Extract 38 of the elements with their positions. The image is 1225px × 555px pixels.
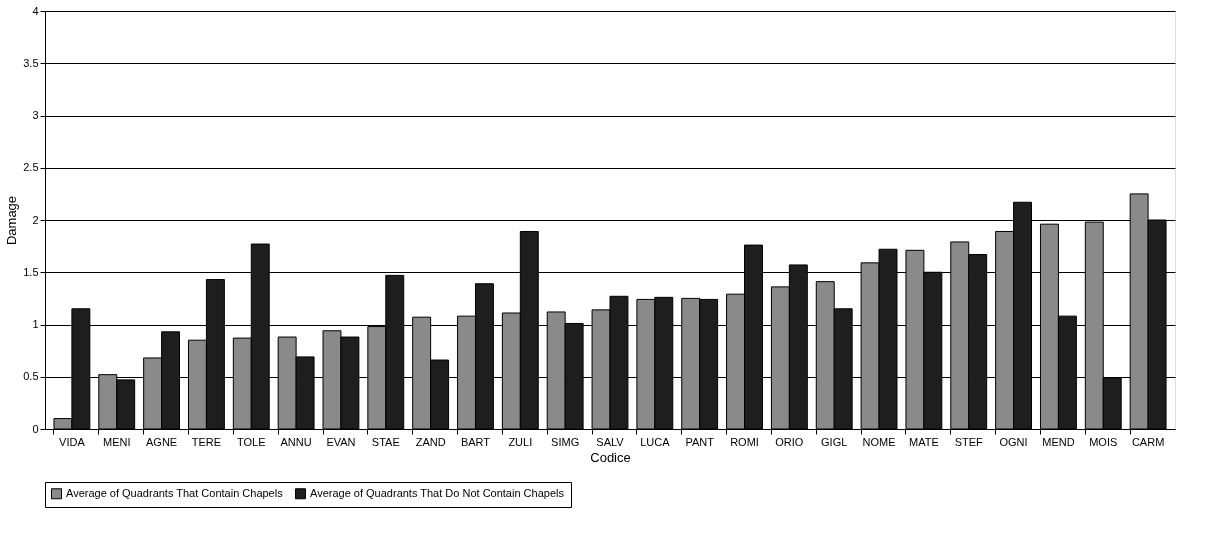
- x-tick-label: OGNI: [999, 435, 1028, 448]
- x-tick-label: ORIO: [775, 435, 804, 448]
- x-tick-label: ZAND: [415, 435, 446, 448]
- legend-label: Average of Quadrants That Contain Chapels: [66, 486, 284, 499]
- x-tick-label: SIMG: [551, 435, 580, 448]
- x-tick-label: MATE: [909, 435, 939, 448]
- x-tick-label: MENI: [103, 435, 131, 448]
- x-tick-label: SALV: [596, 435, 625, 448]
- y-tick-label: 2.5: [23, 161, 39, 174]
- x-tick-label: VIDA: [59, 435, 86, 448]
- x-tick-label: PANT: [685, 435, 715, 448]
- y-tick-label: 2: [32, 213, 39, 226]
- y-tick-label: 3.5: [23, 56, 39, 69]
- x-tick-label: ZULI: [508, 435, 533, 448]
- x-tick-label: LUCA: [640, 435, 671, 448]
- y-tick-label: 4: [32, 4, 39, 17]
- x-tick-label: ROMI: [730, 435, 759, 448]
- y-tick-label: 0.5: [23, 370, 39, 383]
- x-tick-label: MEND: [1042, 435, 1075, 448]
- y-tick-label: 0: [32, 422, 39, 435]
- legend-label: Average of Quadrants That Do Not Contain Chapels: [310, 486, 565, 499]
- y-tick-label: 1: [32, 318, 39, 330]
- x-tick-label: GIGL: [821, 435, 848, 448]
- x-axis-title: Codice: [590, 449, 631, 465]
- x-tick-label: BART: [460, 435, 491, 448]
- x-tick-label: STAE: [371, 435, 400, 448]
- x-tick-label: EVAN: [326, 435, 356, 448]
- y-tick-label: 3: [32, 109, 39, 121]
- y-axis-title: Damage: [4, 195, 20, 246]
- x-tick-label: TOLE: [237, 435, 266, 448]
- x-tick-label: MOIS: [1089, 435, 1118, 448]
- x-tick-label: STEF: [954, 435, 984, 448]
- y-tick-label: 1.5: [23, 265, 39, 278]
- x-tick-label: TERE: [191, 435, 222, 448]
- x-tick-label: CARM: [1131, 435, 1165, 448]
- x-tick-label: NOME: [862, 435, 896, 448]
- x-tick-label: ANNU: [280, 435, 312, 448]
- x-tick-label: AGNE: [145, 435, 178, 448]
